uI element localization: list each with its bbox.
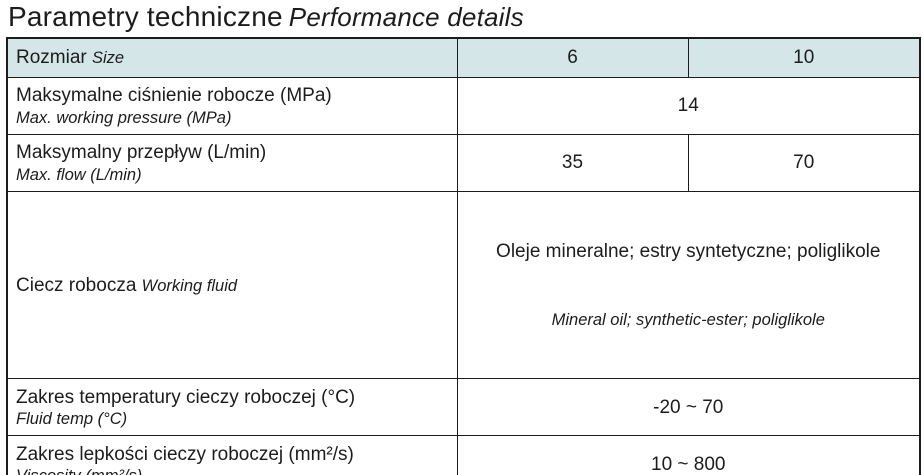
header-cell-size: Rozmiar Size: [6, 37, 458, 78]
row-value-max-flow-size10: 70: [687, 134, 921, 192]
header-cell-size-6: 6: [456, 37, 689, 78]
header-cell-size-10: 10: [687, 37, 921, 78]
table-header-row: Rozmiar Size 6 10: [6, 37, 921, 78]
row-label-english: Working fluid: [141, 276, 238, 295]
table-row-viscosity: Zakres lepkości cieczy roboczej (mm²/s) …: [6, 435, 921, 475]
row-label-max-flow: Maksymalny przepływ (L/min) Max. flow (L…: [6, 134, 458, 192]
page-title: Parametry techniczne Performance details: [8, 1, 524, 33]
row-label-viscosity: Zakres lepkości cieczy roboczej (mm²/s) …: [6, 435, 458, 475]
row-value-max-flow-size6: 35: [456, 134, 689, 192]
row-label-english: Max. working pressure (MPa): [16, 108, 232, 127]
page-title-english: Performance details: [288, 2, 524, 32]
row-label-polish: Ciecz robocza: [16, 274, 137, 296]
working-fluid-value-polish: Oleje mineralne; estry syntetyczne; poli…: [496, 241, 881, 263]
performance-details-table: Rozmiar Size 6 10 Maksymalne ciśnienie r…: [6, 37, 921, 475]
row-value-max-working-pressure: 14: [456, 77, 921, 135]
row-label-fluid-temp: Zakres temperatury cieczy roboczej (°C) …: [6, 378, 458, 437]
working-fluid-value-english: Mineral oil; synthetic-ester; poliglikol…: [551, 310, 825, 329]
table-row-max-working-pressure: Maksymalne ciśnienie robocze (MPa) Max. …: [6, 77, 921, 135]
header-label-polish: Rozmiar: [16, 47, 87, 69]
table-row-working-fluid: Ciecz robocza Working fluid Oleje minera…: [6, 190, 921, 380]
table-row-max-flow: Maksymalny przepływ (L/min) Max. flow (L…: [6, 134, 921, 192]
row-label-english: Fluid temp (°C): [16, 409, 128, 428]
row-label-english: Max. flow (L/min): [16, 165, 142, 184]
table-row-fluid-temp: Zakres temperatury cieczy roboczej (°C) …: [6, 378, 921, 437]
row-value-working-fluid: Oleje mineralne; estry syntetyczne; poli…: [456, 190, 921, 380]
row-label-polish: Maksymalne ciśnienie robocze (MPa): [16, 85, 332, 107]
row-value-viscosity: 10 ~ 800: [456, 435, 921, 475]
row-label-polish: Zakres temperatury cieczy roboczej (°C): [16, 386, 356, 408]
row-label-polish: Maksymalny przepływ (L/min): [16, 142, 267, 164]
row-value-fluid-temp: -20 ~ 70: [456, 378, 921, 437]
header-label-english: Size: [92, 49, 125, 68]
row-label-polish: Zakres lepkości cieczy roboczej (mm²/s): [16, 443, 354, 465]
row-label-working-fluid: Ciecz robocza Working fluid: [6, 190, 458, 380]
row-label-english: Viscosity (mm²/s): [16, 466, 449, 475]
row-label-max-working-pressure: Maksymalne ciśnienie robocze (MPa) Max. …: [6, 77, 458, 135]
page-title-polish: Parametry techniczne: [8, 1, 283, 32]
